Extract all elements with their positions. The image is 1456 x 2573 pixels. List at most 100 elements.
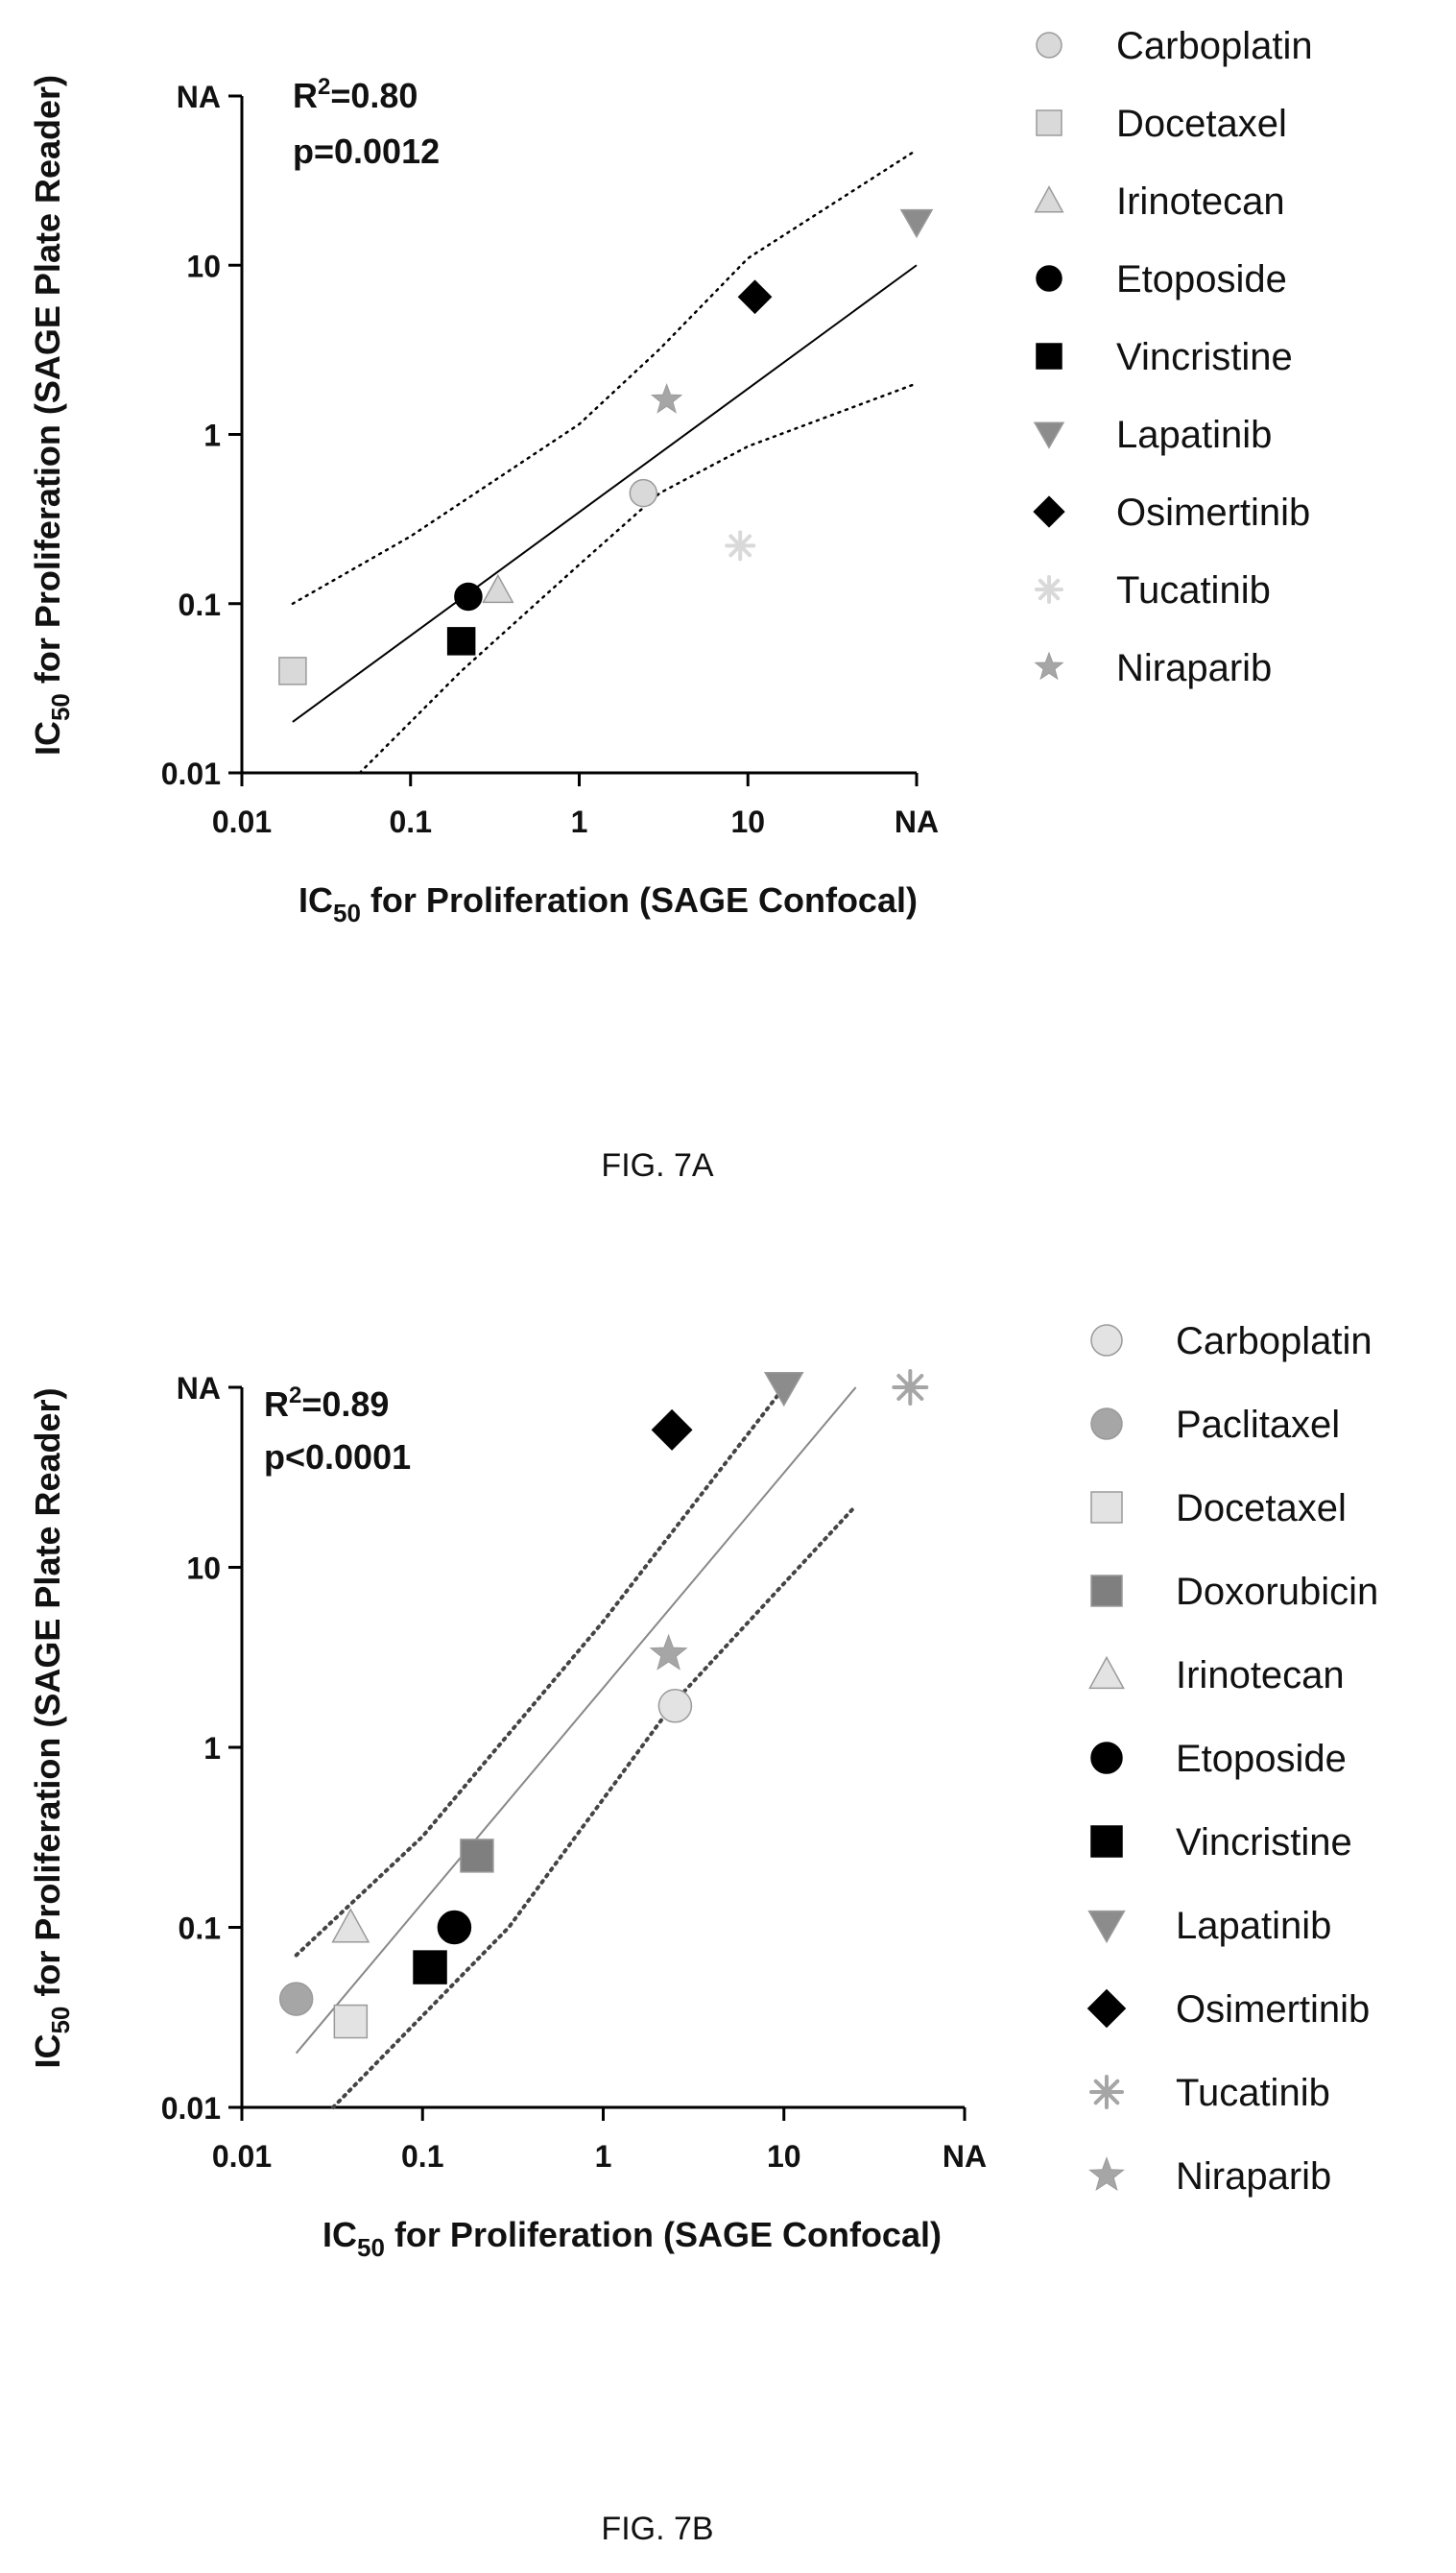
chart2-p-value-label: p<0.0001: [264, 1437, 411, 1477]
chart2-y-tick-label: 1: [203, 1731, 221, 1766]
chart1-legend-label: Osimertinib: [1116, 492, 1310, 534]
chart1-legend-item-tucatinib: Tucatinib: [1035, 569, 1271, 612]
chart1-y-tick-label: NA: [177, 80, 221, 114]
chart2-figure-caption: FIG. 7B: [601, 2511, 713, 2547]
chart2-point-lapatinib: [763, 1371, 804, 1407]
chart1-legend: Carboplatin Docetaxel Irinotecan Etoposide V…: [1033, 25, 1313, 689]
chart2-legend-marker-etoposide: [1090, 1742, 1123, 1774]
chart2-legend-marker-niraparib: [1088, 2156, 1125, 2192]
chart2-legend-item-paclitaxel: Paclitaxel: [1090, 1404, 1340, 1446]
chart2-legend-item-carboplatin: Carboplatin: [1090, 1320, 1372, 1362]
chart1-legend-label: Lapatinib: [1116, 414, 1272, 456]
chart2-y-tick-label: 0.01: [161, 2091, 221, 2126]
chart2-point-osimertinib: [651, 1408, 693, 1451]
chart1-legend-marker-carboplatin: [1036, 32, 1062, 59]
chart2-legend-item-vincristine: Vincristine: [1090, 1821, 1352, 1864]
chart1-ci-lower: [358, 382, 919, 775]
chart2-legend-marker-vincristine: [1090, 1825, 1123, 1858]
chart1-legend-marker-vincristine: [1036, 343, 1062, 370]
chart1-y-tick-label: 0.1: [179, 588, 221, 622]
chart1-y-tick-label: 0.01: [161, 757, 221, 791]
chart2-fit-line: [295, 1386, 857, 2055]
chart1-point-carboplatin: [629, 478, 658, 508]
chart1-x-tick-label: 0.1: [390, 805, 432, 839]
chart2-y-tick-label: 10: [186, 1551, 221, 1586]
chart1-ci-upper: [291, 148, 919, 606]
chart2-legend-marker-doxorubicin: [1090, 1575, 1123, 1607]
chart1-legend-item-osimertinib: Osimertinib: [1033, 492, 1310, 534]
chart2-y-axis-label: IC50 for Proliferation (SAGE Plate Reade…: [28, 1387, 75, 2068]
chart2-x-tick-label: 0.01: [212, 2139, 272, 2174]
chart2-x-tick-label: 10: [767, 2139, 801, 2174]
chart2-legend-label: Paclitaxel: [1176, 1404, 1340, 1446]
chart1-y-tick-label: 1: [203, 419, 221, 453]
chart2-point-paclitaxel: [278, 1982, 314, 2016]
chart2-legend-item-etoposide: Etoposide: [1090, 1738, 1347, 1780]
chart1-point-tucatinib: [725, 530, 756, 562]
chart1-point-etoposide: [454, 582, 483, 612]
chart1-point-vincristine: [446, 627, 476, 656]
chart1-legend-label: Carboplatin: [1116, 25, 1313, 67]
chart2: 0.01 0.1 1 10 NA 0.01 0.1 1 10 NA R2=0.89 p<0.0001 I…: [28, 1320, 1378, 2547]
chart2-legend-marker-paclitaxel: [1090, 1407, 1123, 1440]
chart1-legend-item-carboplatin: Carboplatin: [1036, 25, 1313, 67]
chart1-legend-marker-lapatinib: [1033, 421, 1065, 449]
chart1-point-osimertinib: [737, 279, 773, 315]
chart1-legend-item-niraparib: Niraparib: [1034, 647, 1272, 689]
chart1-x-axis-label: IC50 for Proliferation (SAGE Confocal): [298, 880, 918, 927]
chart1-legend-marker-osimertinib: [1033, 495, 1065, 528]
chart1-point-docetaxel: [278, 657, 307, 685]
chart1-legend-item-irinotecan: Irinotecan: [1034, 180, 1285, 223]
chart1: 0.01 0.1 1 10 NA 0.01 0.1 1 10 NA R2=0.80 p=0.0012 I…: [28, 25, 1313, 1184]
chart2-legend-marker-carboplatin: [1090, 1324, 1123, 1357]
chart2-legend-marker-tucatinib: [1089, 2075, 1124, 2109]
chart2-r2-label: R2=0.89: [264, 1383, 389, 1424]
chart1-legend-marker-niraparib: [1034, 651, 1064, 681]
chart2-legend-label: Osimertinib: [1176, 1988, 1370, 2031]
chart1-fit-line: [292, 264, 918, 723]
chart2-point-doxorubicin: [460, 1839, 494, 1873]
chart2-y-tick-label: 0.1: [179, 1912, 221, 1946]
chart1-x-tick-label: 0.01: [212, 805, 272, 839]
chart1-legend-item-lapatinib: Lapatinib: [1033, 414, 1272, 456]
chart2-ci-upper: [294, 1385, 786, 1958]
chart2-legend-item-doxorubicin: Doxorubicin: [1090, 1571, 1378, 1613]
chart2-point-carboplatin: [657, 1689, 693, 1723]
chart2-legend-marker-lapatinib: [1087, 1910, 1126, 1944]
chart1-y-tick-label: 10: [186, 249, 221, 283]
chart2-legend-item-niraparib: Niraparib: [1088, 2155, 1331, 2198]
chart1-point-niraparib: [650, 382, 683, 414]
chart1-x-tick-label: NA: [895, 805, 939, 839]
chart1-legend-marker-irinotecan: [1034, 185, 1064, 213]
chart2-ci-lower: [331, 1503, 858, 2109]
chart1-legend-marker-docetaxel: [1036, 109, 1062, 136]
chart2-legend: Carboplatin Paclitaxel Docetaxel Doxorubici…: [1086, 1320, 1378, 2198]
chart1-legend-label: Irinotecan: [1116, 180, 1285, 223]
chart2-legend-label: Doxorubicin: [1176, 1571, 1378, 1613]
chart1-legend-marker-tucatinib: [1035, 575, 1063, 604]
chart2-point-tucatinib: [892, 1369, 929, 1406]
chart2-point-etoposide: [437, 1910, 472, 1945]
chart1-point-irinotecan: [482, 573, 514, 604]
chart2-legend-marker-osimertinib: [1086, 1988, 1127, 2029]
chart2-point-irinotecan: [331, 1908, 370, 1943]
chart2-legend-marker-docetaxel: [1090, 1491, 1123, 1524]
chart1-p-value-label: p=0.0012: [293, 132, 440, 171]
chart1-figure-caption: FIG. 7A: [601, 1147, 713, 1184]
chart2-point-niraparib: [649, 1633, 688, 1671]
chart2-point-vincristine: [413, 1950, 447, 1984]
chart2-legend-label: Carboplatin: [1176, 1320, 1372, 1362]
chart2-x-tick-label: NA: [943, 2139, 987, 2174]
chart2-legend-item-docetaxel: Docetaxel: [1090, 1487, 1347, 1529]
chart2-legend-label: Etoposide: [1176, 1738, 1347, 1780]
chart2-x-axis-label: IC50 for Proliferation (SAGE Confocal): [322, 2215, 942, 2262]
chart2-legend-item-osimertinib: Osimertinib: [1086, 1988, 1370, 2031]
chart2-legend-item-tucatinib: Tucatinib: [1089, 2072, 1330, 2114]
chart2-y-tick-label: NA: [177, 1371, 221, 1406]
chart2-legend-item-lapatinib: Lapatinib: [1087, 1905, 1331, 1947]
chart2-legend-marker-irinotecan: [1088, 1655, 1125, 1690]
chart2-legend-label: Irinotecan: [1176, 1654, 1345, 1696]
chart2-legend-item-irinotecan: Irinotecan: [1088, 1654, 1345, 1696]
chart1-y-axis-label: IC50 for Proliferation (SAGE Plate Reade…: [28, 75, 75, 756]
